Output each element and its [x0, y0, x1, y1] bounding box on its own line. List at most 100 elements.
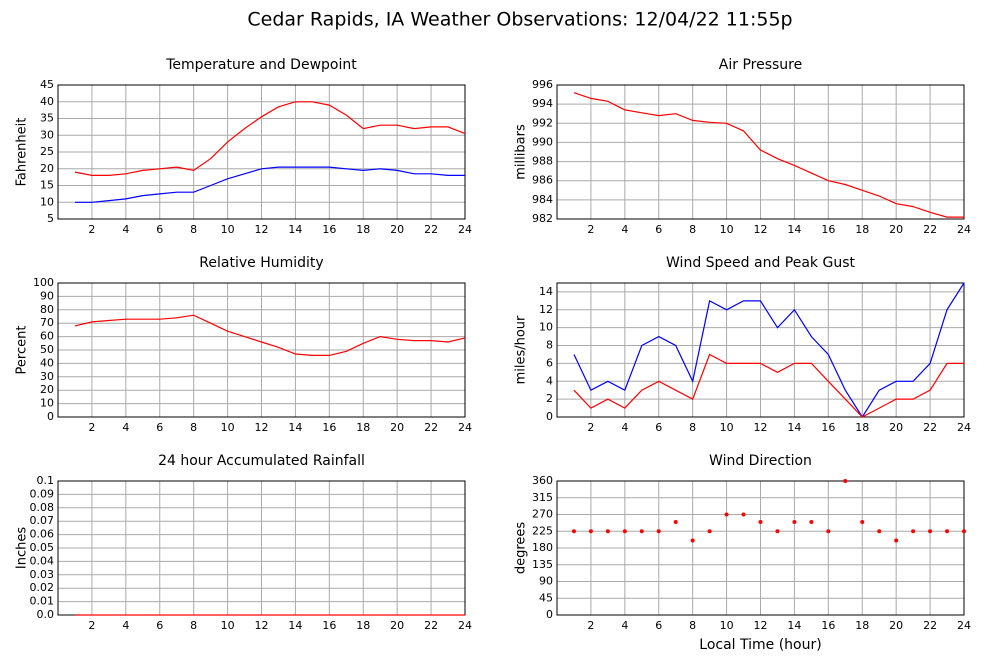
- y-tick-label: 0.05: [30, 541, 55, 554]
- y-axis-label: Inches: [15, 527, 30, 569]
- y-tick-label: 0: [546, 608, 553, 621]
- data-point: [809, 519, 814, 524]
- x-tick-label: 24: [957, 619, 971, 632]
- data-point: [792, 519, 797, 524]
- y-tick-label: 35: [40, 112, 54, 125]
- x-tick-label: 10: [221, 223, 235, 236]
- y-tick-label: 0.09: [30, 487, 55, 500]
- x-tick-label: 14: [787, 421, 801, 434]
- x-tick-label: 2: [587, 619, 594, 632]
- x-tick-label: 4: [122, 223, 129, 236]
- chart-title: Temperature and Dewpoint: [165, 57, 357, 73]
- y-tick-label: 270: [532, 508, 553, 521]
- x-tick-label: 8: [190, 421, 197, 434]
- data-line: [75, 166, 465, 203]
- chart-title: Relative Humidity: [199, 255, 323, 271]
- x-tick-label: 4: [621, 223, 628, 236]
- x-tick-label: 14: [288, 619, 302, 632]
- x-tick-label: 20: [889, 619, 903, 632]
- x-tick-label: 8: [689, 421, 696, 434]
- x-axis-label: Local Time (hour): [699, 637, 821, 653]
- page-title: Cedar Rapids, IA Weather Observations: 1…: [247, 9, 792, 31]
- x-tick-label: 20: [889, 421, 903, 434]
- y-tick-label: 0.02: [30, 581, 55, 594]
- x-tick-label: 20: [390, 421, 404, 434]
- x-tick-label: 22: [923, 421, 937, 434]
- plot-frame: [556, 282, 965, 418]
- data-point: [826, 529, 831, 534]
- x-tick-label: 10: [221, 421, 235, 434]
- data-point: [724, 512, 729, 517]
- y-tick-label: 14: [539, 285, 553, 298]
- x-tick-label: 14: [787, 619, 801, 632]
- x-tick-label: 6: [655, 619, 662, 632]
- x-tick-label: 24: [957, 223, 971, 236]
- x-tick-label: 20: [390, 619, 404, 632]
- y-tick-label: 6: [546, 356, 553, 369]
- x-tick-label: 20: [889, 223, 903, 236]
- x-tick-label: 2: [587, 223, 594, 236]
- y-tick-label: 984: [532, 193, 553, 206]
- y-tick-label: 20: [40, 162, 54, 175]
- y-tick-label: 0.0: [37, 608, 55, 621]
- x-tick-label: 24: [458, 619, 472, 632]
- data-line: [573, 92, 964, 218]
- x-tick-label: 12: [754, 619, 768, 632]
- y-tick-label: 40: [40, 356, 54, 369]
- data-point: [843, 479, 848, 483]
- y-tick-label: 986: [532, 174, 553, 187]
- x-tick-label: 10: [720, 619, 734, 632]
- x-tick-label: 4: [621, 619, 628, 632]
- y-tick-label: 90: [40, 289, 54, 302]
- y-tick-label: 90: [539, 575, 553, 588]
- y-tick-label: 225: [532, 524, 553, 537]
- x-tick-label: 12: [754, 223, 768, 236]
- y-tick-label: 40: [40, 95, 54, 108]
- y-tick-label: 10: [539, 321, 553, 334]
- data-point: [673, 519, 678, 524]
- x-tick-label: 14: [787, 223, 801, 236]
- plot-frame: [57, 282, 466, 418]
- x-tick-label: 24: [458, 421, 472, 434]
- y-tick-label: 20: [40, 383, 54, 396]
- x-tick-label: 6: [655, 421, 662, 434]
- data-point: [605, 529, 610, 534]
- plot-frame: [57, 84, 466, 220]
- y-tick-label: 25: [40, 145, 54, 158]
- y-tick-label: 0: [546, 410, 553, 423]
- y-tick-label: 0.03: [30, 568, 55, 581]
- y-tick-label: 135: [532, 558, 553, 571]
- x-tick-label: 16: [821, 619, 835, 632]
- y-tick-label: 60: [40, 330, 54, 343]
- y-tick-label: 12: [539, 303, 553, 316]
- y-tick-label: 30: [40, 128, 54, 141]
- x-tick-label: 6: [156, 421, 163, 434]
- y-tick-label: 0.07: [30, 514, 55, 527]
- x-tick-label: 14: [288, 223, 302, 236]
- x-tick-label: 8: [689, 223, 696, 236]
- x-tick-label: 2: [88, 619, 95, 632]
- data-point: [656, 529, 661, 534]
- y-axis-label: Percent: [15, 326, 30, 375]
- plot-frame: [556, 480, 965, 616]
- y-tick-label: 100: [33, 276, 54, 289]
- x-tick-label: 16: [322, 223, 336, 236]
- y-axis-label: Fahrenheit: [15, 118, 30, 187]
- x-tick-label: 6: [655, 223, 662, 236]
- y-axis-label: miles/hour: [514, 315, 529, 384]
- x-tick-label: 18: [855, 619, 869, 632]
- y-tick-label: 30: [40, 370, 54, 383]
- x-tick-label: 22: [424, 223, 438, 236]
- y-tick-label: 8: [546, 339, 553, 352]
- x-tick-label: 22: [923, 223, 937, 236]
- y-tick-label: 5: [47, 212, 54, 225]
- chart-title: 24 hour Accumulated Rainfall: [158, 453, 365, 469]
- y-tick-label: 0: [47, 410, 54, 423]
- data-point: [622, 529, 627, 534]
- data-point: [690, 538, 695, 543]
- data-point: [945, 529, 950, 534]
- x-tick-label: 12: [255, 619, 269, 632]
- x-tick-label: 8: [190, 619, 197, 632]
- x-tick-label: 4: [621, 421, 628, 434]
- y-tick-label: 70: [40, 316, 54, 329]
